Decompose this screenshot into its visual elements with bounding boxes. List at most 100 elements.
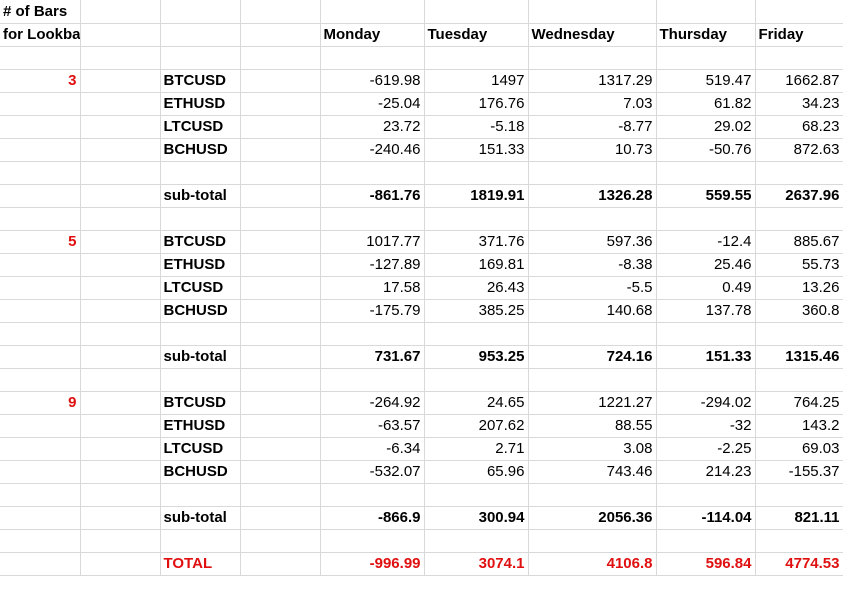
cell[interactable] [320, 483, 425, 507]
cell[interactable] [240, 460, 321, 484]
total-value[interactable]: 596.84 [656, 552, 756, 576]
cell[interactable] [0, 414, 81, 438]
cell[interactable] [0, 115, 81, 139]
symbol-label[interactable]: BTCUSD [160, 230, 241, 254]
cell[interactable] [160, 529, 241, 553]
subtotal-value[interactable]: 731.67 [320, 345, 425, 369]
cell[interactable] [80, 437, 161, 461]
cell[interactable] [424, 483, 529, 507]
value-cell[interactable]: 137.78 [656, 299, 756, 323]
cell[interactable] [160, 207, 241, 231]
cell[interactable] [755, 161, 843, 185]
value-cell[interactable]: 151.33 [424, 138, 529, 162]
lookback-value[interactable]: 5 [0, 230, 81, 254]
symbol-label[interactable]: ETHUSD [160, 414, 241, 438]
cell[interactable] [160, 368, 241, 392]
cell[interactable] [240, 46, 321, 70]
symbol-label[interactable]: BCHUSD [160, 460, 241, 484]
value-cell[interactable]: 13.26 [755, 276, 843, 300]
value-cell[interactable]: 214.23 [656, 460, 756, 484]
value-cell[interactable]: 169.81 [424, 253, 529, 277]
cell[interactable] [528, 368, 657, 392]
symbol-label[interactable]: LTCUSD [160, 276, 241, 300]
value-cell[interactable]: 24.65 [424, 391, 529, 415]
cell[interactable] [0, 529, 81, 553]
value-cell[interactable]: 68.23 [755, 115, 843, 139]
cell[interactable] [80, 253, 161, 277]
subtotal-value[interactable]: -866.9 [320, 506, 425, 530]
cell[interactable] [80, 552, 161, 576]
cell[interactable] [0, 552, 81, 576]
cell[interactable] [0, 299, 81, 323]
cell[interactable] [80, 92, 161, 116]
cell[interactable] [80, 506, 161, 530]
cell[interactable] [240, 207, 321, 231]
cell[interactable] [240, 368, 321, 392]
value-cell[interactable]: 25.46 [656, 253, 756, 277]
value-cell[interactable]: 1317.29 [528, 69, 657, 93]
cell[interactable] [80, 391, 161, 415]
cell[interactable] [0, 506, 81, 530]
cell[interactable] [656, 483, 756, 507]
cell[interactable] [80, 529, 161, 553]
symbol-label[interactable]: BCHUSD [160, 138, 241, 162]
value-cell[interactable]: 207.62 [424, 414, 529, 438]
cell[interactable] [0, 345, 81, 369]
cell[interactable] [755, 207, 843, 231]
value-cell[interactable]: 88.55 [528, 414, 657, 438]
cell[interactable] [656, 529, 756, 553]
value-cell[interactable]: -155.37 [755, 460, 843, 484]
symbol-label[interactable]: BTCUSD [160, 69, 241, 93]
value-cell[interactable]: -8.38 [528, 253, 657, 277]
value-cell[interactable]: 143.2 [755, 414, 843, 438]
value-cell[interactable]: -12.4 [656, 230, 756, 254]
value-cell[interactable]: -127.89 [320, 253, 425, 277]
value-cell[interactable]: -264.92 [320, 391, 425, 415]
cell[interactable] [424, 368, 529, 392]
cell[interactable] [755, 529, 843, 553]
cell[interactable] [755, 483, 843, 507]
value-cell[interactable]: 743.46 [528, 460, 657, 484]
cell[interactable] [80, 69, 161, 93]
value-cell[interactable]: 23.72 [320, 115, 425, 139]
subtotal-value[interactable]: 1315.46 [755, 345, 843, 369]
cell[interactable] [160, 0, 241, 24]
cell[interactable] [160, 322, 241, 346]
cell[interactable] [528, 46, 657, 70]
cell[interactable] [656, 368, 756, 392]
value-cell[interactable]: -25.04 [320, 92, 425, 116]
value-cell[interactable]: 0.49 [656, 276, 756, 300]
cell[interactable] [80, 138, 161, 162]
cell[interactable] [240, 529, 321, 553]
cell[interactable] [240, 552, 321, 576]
cell[interactable] [80, 184, 161, 208]
total-value[interactable]: -996.99 [320, 552, 425, 576]
cell[interactable] [424, 0, 529, 24]
day-header-thursday[interactable]: Thursday [656, 23, 756, 47]
cell[interactable] [80, 322, 161, 346]
value-cell[interactable]: -175.79 [320, 299, 425, 323]
value-cell[interactable]: 1017.77 [320, 230, 425, 254]
cell[interactable] [0, 161, 81, 185]
value-cell[interactable]: 1662.87 [755, 69, 843, 93]
day-header-wednesday[interactable]: Wednesday [528, 23, 657, 47]
day-header-friday[interactable]: Friday [755, 23, 843, 47]
value-cell[interactable]: 764.25 [755, 391, 843, 415]
cell[interactable] [80, 276, 161, 300]
cell[interactable] [320, 368, 425, 392]
cell[interactable] [0, 276, 81, 300]
value-cell[interactable]: 385.25 [424, 299, 529, 323]
subtotal-value[interactable]: 2056.36 [528, 506, 657, 530]
cell[interactable] [240, 115, 321, 139]
cell[interactable] [424, 322, 529, 346]
symbol-label[interactable]: ETHUSD [160, 92, 241, 116]
value-cell[interactable]: -619.98 [320, 69, 425, 93]
cell[interactable] [528, 529, 657, 553]
subtotal-value[interactable]: 821.11 [755, 506, 843, 530]
cell[interactable] [755, 368, 843, 392]
cell[interactable] [656, 322, 756, 346]
value-cell[interactable]: 29.02 [656, 115, 756, 139]
subtotal-value[interactable]: 1819.91 [424, 184, 529, 208]
value-cell[interactable]: 34.23 [755, 92, 843, 116]
cell[interactable] [424, 161, 529, 185]
